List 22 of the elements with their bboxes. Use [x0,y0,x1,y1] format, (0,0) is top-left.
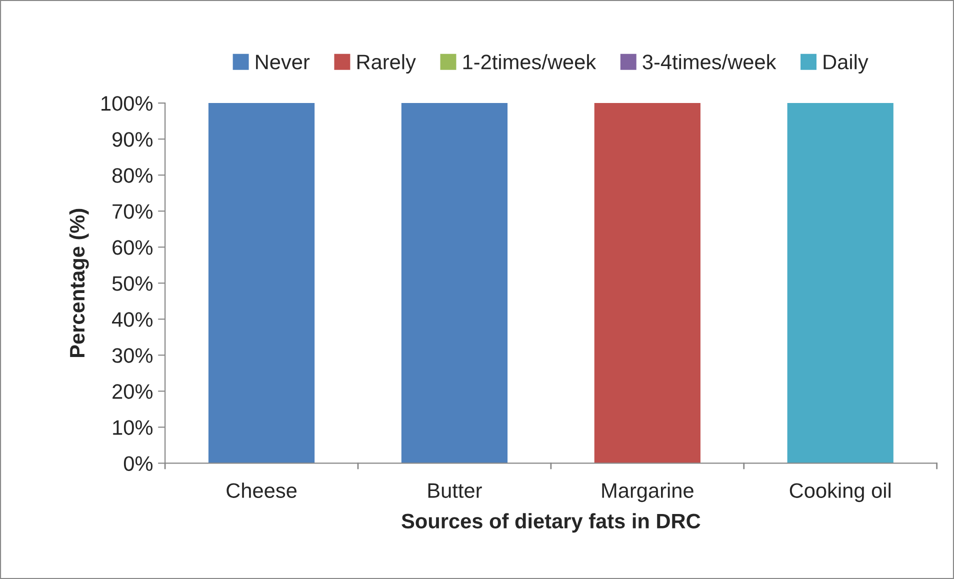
legend-label: Never [256,54,310,70]
y-tick-label: 0% [124,456,152,471]
legend-label: Rarely [357,54,416,74]
x-tick-label: Cheese [226,482,296,498]
y-tick-label: 30% [112,348,152,363]
y-tick-label: 10% [113,420,152,435]
x-tick-label: Margarine [602,482,694,502]
y-tick-label: 50% [112,276,152,291]
legend-label: Daily [824,54,868,74]
y-tick-label: 100% [102,96,152,111]
y-tick-label: 20% [112,384,152,399]
y-tick-label: 60% [112,240,152,255]
legend-label: 1-2times/week [463,54,596,70]
legend-label: 3-4times/week [642,54,776,70]
x-tick-label: Cooking oil [790,482,890,502]
y-tick-label: 80% [112,168,152,183]
y-axis-title: Percentage (%) [69,208,89,357]
y-tick-label: 70% [112,204,152,219]
x-axis-title: Sources of dietary fats in DRC [402,513,700,533]
x-tick-label: Butter [428,483,482,498]
y-tick-label: 90% [112,132,152,147]
y-tick-label: 40% [112,312,152,327]
